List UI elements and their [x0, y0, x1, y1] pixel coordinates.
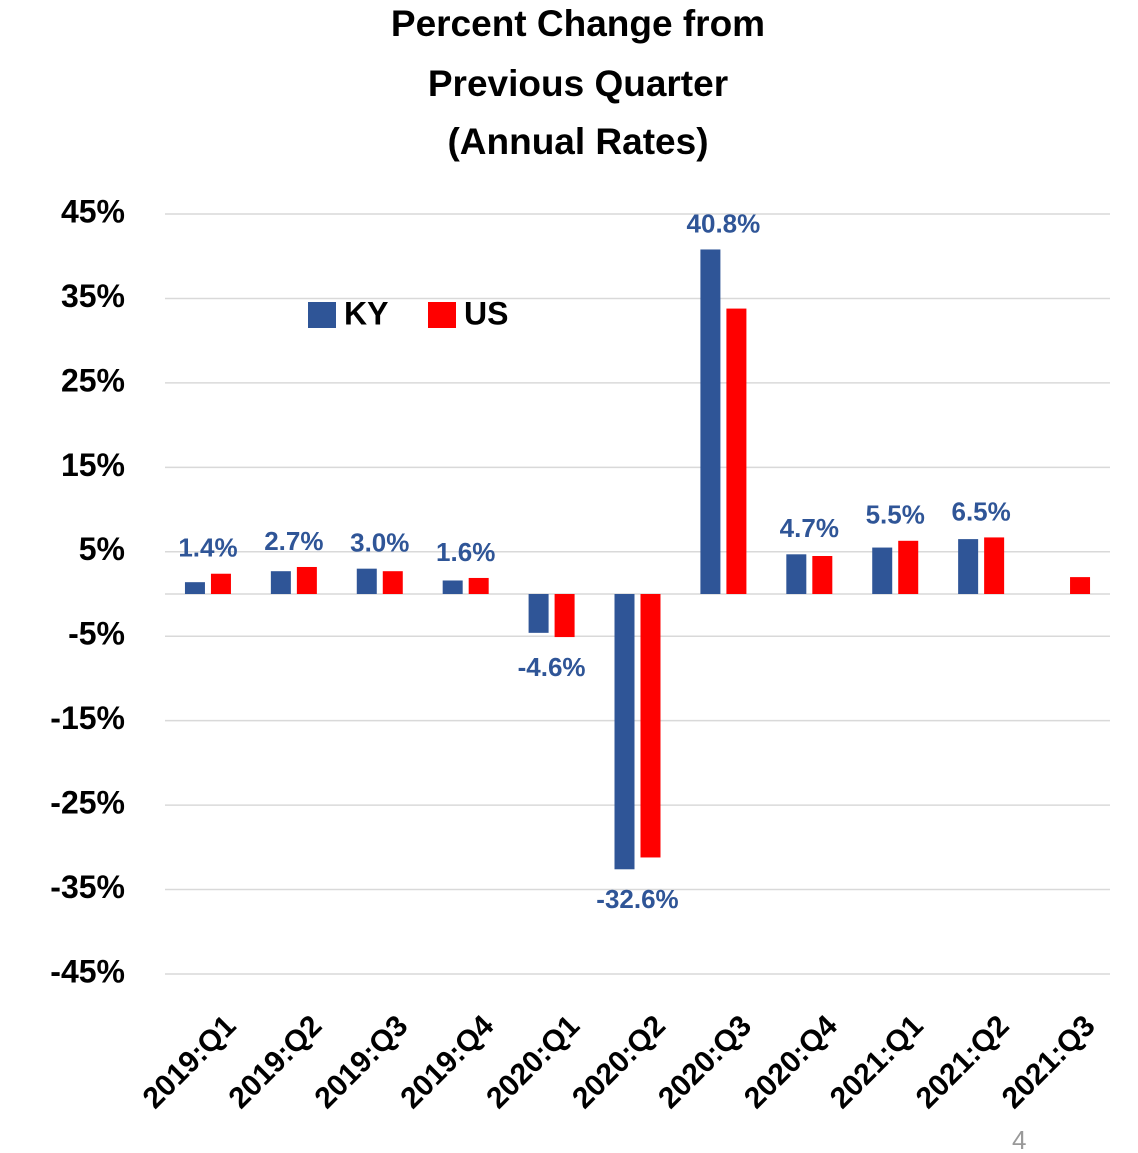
- bar: [296, 566, 317, 594]
- y-tick-label: 35%: [61, 278, 125, 314]
- data-label: 4.7%: [780, 513, 839, 543]
- x-tick-label: 2021:Q1: [824, 1009, 930, 1115]
- bar: [812, 556, 833, 594]
- data-label: 5.5%: [866, 500, 925, 530]
- x-tick-label: 2021:Q2: [910, 1009, 1016, 1115]
- y-tick-label: -15%: [50, 700, 125, 736]
- bar: [1070, 577, 1091, 594]
- bar: [468, 577, 489, 594]
- x-tick-label: 2019:Q1: [137, 1009, 243, 1115]
- y-tick-label: -35%: [50, 869, 125, 905]
- chart-title: Previous Quarter: [428, 63, 728, 104]
- x-tick-label: 2020:Q3: [652, 1009, 758, 1115]
- y-tick-label: 5%: [79, 531, 125, 567]
- y-tick-label: 45%: [61, 193, 125, 229]
- bar: [898, 540, 919, 594]
- chart-title: Percent Change from: [391, 3, 765, 44]
- bar: [958, 539, 979, 594]
- data-label: 2.7%: [264, 526, 323, 556]
- bar: [210, 573, 231, 594]
- bar: [554, 594, 575, 638]
- legend-label: US: [464, 295, 508, 331]
- bar: [726, 308, 747, 594]
- x-tick-label: 2021:Q3: [996, 1009, 1102, 1115]
- x-tick-label: 2019:Q2: [223, 1009, 329, 1115]
- data-label: -32.6%: [596, 884, 678, 914]
- x-tick-label: 2020:Q4: [738, 1009, 844, 1115]
- data-label: 1.4%: [178, 533, 237, 563]
- bar: [442, 580, 463, 594]
- bar: [528, 594, 549, 633]
- data-label: 1.6%: [436, 537, 495, 567]
- data-label: 40.8%: [687, 208, 761, 238]
- data-label: 3.0%: [350, 528, 409, 558]
- x-tick-label: 2020:Q1: [480, 1009, 586, 1115]
- y-tick-label: -45%: [50, 953, 125, 989]
- x-tick-label: 2019:Q4: [394, 1009, 500, 1115]
- y-tick-label: 15%: [61, 447, 125, 483]
- y-tick-label: -25%: [50, 785, 125, 821]
- bar: [184, 582, 205, 594]
- y-tick-label: 25%: [61, 362, 125, 398]
- y-tick-label: -5%: [68, 616, 125, 652]
- data-label: 6.5%: [952, 496, 1011, 526]
- bar: [356, 568, 377, 594]
- legend-swatch: [308, 302, 336, 328]
- page-number: 4: [1012, 1125, 1026, 1153]
- bar: [872, 547, 893, 594]
- legend-swatch: [428, 302, 456, 328]
- bar: [382, 571, 403, 594]
- legend-label: KY: [344, 295, 388, 331]
- bar: [786, 554, 807, 594]
- chart-title: (Annual Rates): [447, 121, 708, 162]
- bar: [984, 537, 1005, 594]
- bar: [270, 571, 291, 594]
- bar: [614, 594, 635, 870]
- x-tick-label: 2019:Q3: [308, 1009, 414, 1115]
- x-tick-label: 2020:Q2: [566, 1009, 672, 1115]
- bar: [700, 249, 721, 594]
- bar: [640, 594, 661, 858]
- data-label: -4.6%: [518, 652, 586, 682]
